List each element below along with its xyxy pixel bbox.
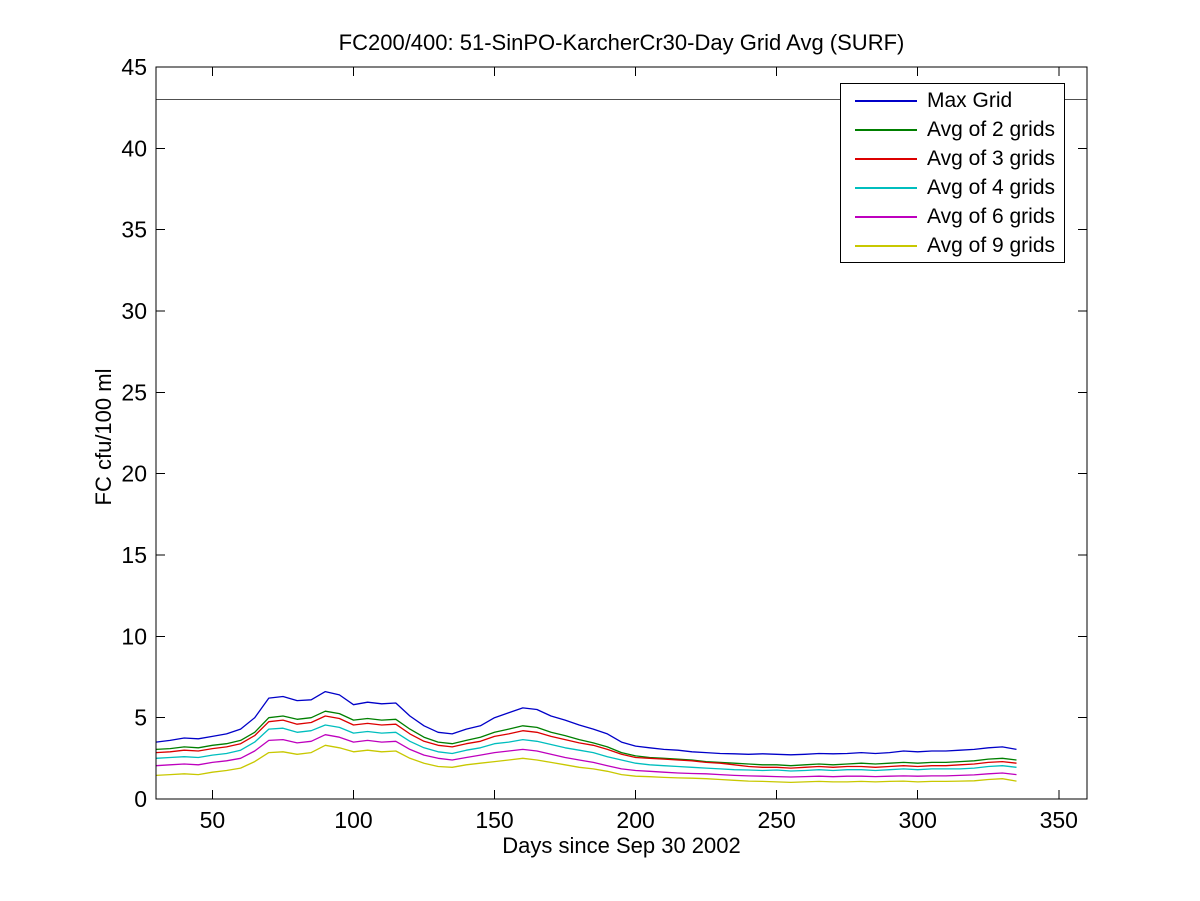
y-tick-label: 10: [121, 623, 147, 649]
legend-label: Avg of 4 grids: [927, 175, 1056, 199]
y-tick-label: 30: [121, 298, 147, 324]
x-tick-label: 100: [334, 807, 372, 833]
legend-label: Avg of 6 grids: [927, 204, 1056, 228]
x-axis-label: Days since Sep 30 2002: [502, 833, 741, 858]
series-line-3: [155, 715, 1017, 769]
y-tick-label: 15: [121, 542, 147, 568]
legend-entry-3: Avg of 3 grids: [841, 144, 1064, 173]
legend-label: Avg of 9 grids: [927, 233, 1056, 257]
legend-line-sample: [855, 99, 917, 102]
legend-entry-5: Avg of 6 grids: [841, 202, 1064, 231]
legend-line-sample: [855, 215, 917, 218]
legend-entry-6: Avg of 9 grids: [841, 231, 1064, 260]
x-tick-label: 350: [1040, 807, 1078, 833]
y-tick-label: 20: [121, 461, 147, 487]
legend-label: Avg of 3 grids: [927, 146, 1056, 170]
series-line-2: [155, 710, 1017, 767]
x-tick-label: 250: [757, 807, 795, 833]
x-tick-label: 50: [200, 807, 226, 833]
series-line-6: [155, 744, 1017, 784]
y-tick-label: 0: [134, 786, 147, 812]
y-tick-label: 35: [121, 217, 147, 243]
series-line-1: [155, 690, 1017, 756]
legend-box: Max Grid Avg of 2 grids Avg of 3 grids Avg …: [840, 83, 1065, 263]
y-tick-label: 5: [134, 705, 147, 731]
legend-line-sample: [855, 157, 917, 160]
y-tick-label: 40: [121, 135, 147, 161]
x-tick-label: 150: [475, 807, 513, 833]
legend-label: Max Grid: [927, 88, 1013, 112]
legend-label: Avg of 2 grids: [927, 117, 1056, 141]
legend-entry-2: Avg of 2 grids: [841, 115, 1064, 144]
x-tick-label: 200: [616, 807, 654, 833]
axes-box: [155, 66, 1088, 800]
y-tick-label: 25: [121, 379, 147, 405]
x-tick-label: 300: [899, 807, 937, 833]
series-line-4: [155, 724, 1017, 772]
legend-entry-1: Max Grid: [841, 86, 1064, 115]
legend-entry-4: Avg of 4 grids: [841, 173, 1064, 202]
chart-title: FC200/400: 51-SinPO-KarcherCr30-Day Grid…: [338, 30, 905, 55]
legend-line-sample: [855, 186, 917, 189]
y-tick-label: 45: [121, 54, 147, 80]
series-line-5: [155, 734, 1017, 778]
legend-line-sample: [855, 244, 917, 247]
legend-line-sample: [855, 128, 917, 131]
